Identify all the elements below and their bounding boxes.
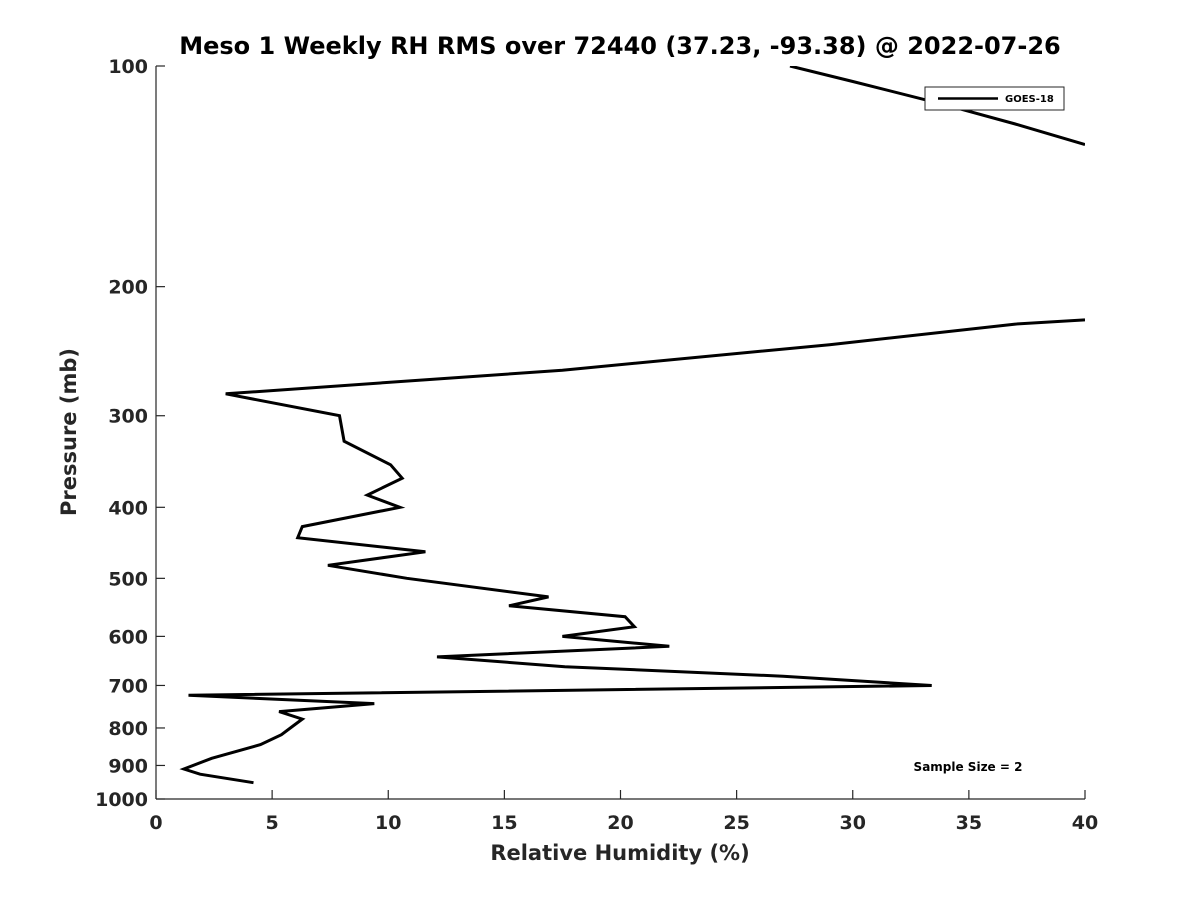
x-tick-label: 40 (1072, 812, 1098, 834)
y-tick-label: 800 (108, 718, 148, 740)
y-tick-label: 400 (108, 497, 148, 519)
y-tick-label: 700 (108, 675, 148, 697)
legend-label-goes18: GOES-18 (1005, 94, 1054, 105)
series-group (179, 66, 1085, 785)
x-tick-label: 5 (266, 812, 279, 834)
y-tick-label: 900 (108, 755, 148, 777)
legend: GOES-18 (924, 86, 1065, 111)
sample-size-annotation: Sample Size = 2 (914, 760, 1023, 774)
y-axis-label: Pressure (mb) (57, 348, 81, 516)
x-tick-label: 25 (723, 812, 749, 834)
x-ticks: 0 5 10 15 20 25 30 35 40 (149, 790, 1098, 834)
x-tick-label: 35 (956, 812, 982, 834)
y-tick-label: 200 (108, 277, 148, 299)
y-tick-label: 1000 (95, 789, 148, 811)
chart-title: Meso 1 Weekly RH RMS over 72440 (37.23, … (179, 32, 1061, 60)
x-tick-label: 30 (840, 812, 866, 834)
y-tick-label: 600 (108, 626, 148, 648)
y-tick-label: 300 (108, 406, 148, 428)
x-tick-label: 20 (607, 812, 633, 834)
x-tick-label: 10 (375, 812, 401, 834)
series-line-goes18 (179, 318, 1085, 785)
y-tick-label: 500 (108, 568, 148, 590)
y-tick-label: 100 (108, 56, 148, 78)
y-ticks: 100 200 300 400 500 600 700 800 900 1000 (95, 56, 165, 811)
x-tick-label: 0 (149, 812, 162, 834)
x-tick-label: 15 (491, 812, 517, 834)
x-axis-label: Relative Humidity (%) (490, 841, 749, 865)
